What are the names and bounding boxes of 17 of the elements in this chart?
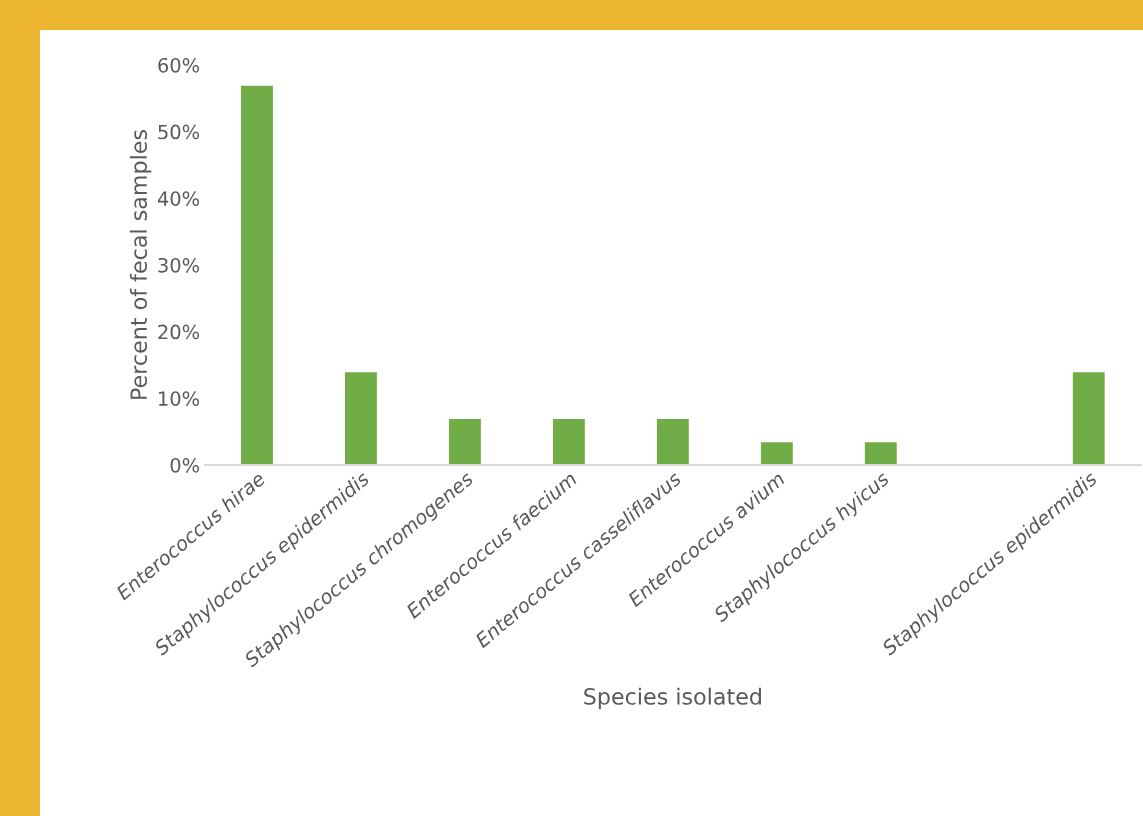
bar [447,417,483,465]
y-tick-label: 10% [159,391,200,406]
y-tick-label: 40% [157,191,200,206]
y-tick-label: 60% [158,57,200,73]
bar [759,440,795,465]
bar [655,417,691,465]
x-axis-title: Species isolated [584,687,761,710]
bar [1071,370,1107,465]
bar [551,417,587,465]
bar [863,440,899,465]
bar [343,370,379,465]
y-tick-label: 0% [170,457,200,473]
y-tick-label: 20% [158,324,200,340]
y-tick-label: 50% [158,124,200,140]
bar [239,84,275,465]
y-axis-title: Percent of fecal samples [129,130,152,399]
y-tick-label: 30% [158,257,200,273]
